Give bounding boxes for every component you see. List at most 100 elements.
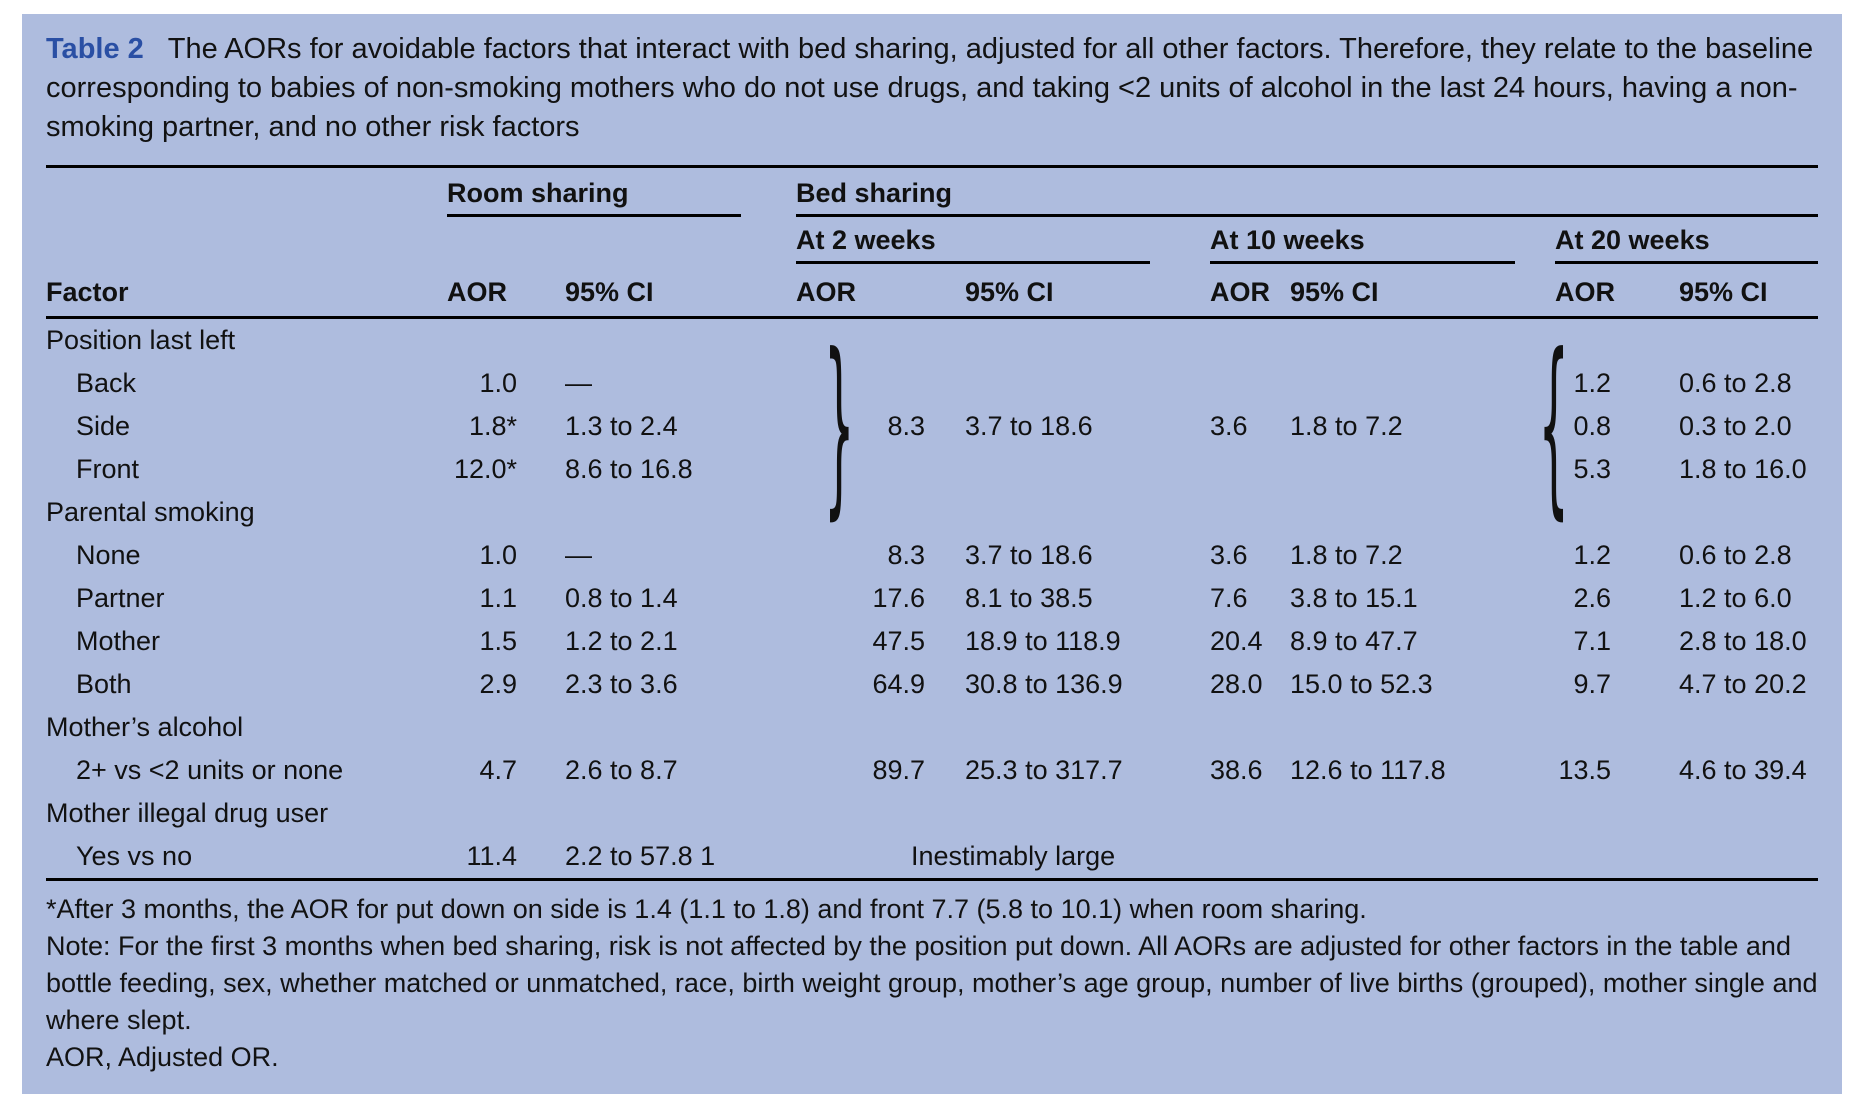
factor-label: Both — [76, 669, 132, 699]
footnote-note: Note: For the first 3 months when bed sh… — [46, 931, 1818, 1035]
left-brace: { — [1538, 314, 1570, 539]
bed10-ci-value: 15.0 to 52.3 — [1290, 669, 1433, 699]
bed2-ci-value: 3.7 to 18.6 — [965, 411, 1093, 441]
room-ci-value: 1.3 to 2.4 — [565, 411, 678, 441]
section-label: Mother’s alcohol — [46, 712, 244, 742]
room-aor-value: 12.0* — [453, 454, 517, 484]
section-row: Position last left — [46, 318, 1818, 363]
column-header-row: Factor AOR 95% CI AOR 95% CI AOR 95% CI … — [46, 264, 1819, 319]
bed10-aor-value: 28.0 — [1210, 669, 1263, 699]
bed-sharing-note: Inestimably large — [796, 835, 1819, 881]
bed10-aor-value: 7.6 — [1210, 583, 1248, 613]
room-aor-value: 1.8* — [468, 411, 517, 441]
bed10-ci-value: 3.8 to 15.1 — [1290, 583, 1418, 613]
section-row: Mother’s alcohol — [46, 706, 1818, 749]
room-ci-value: 2.6 to 8.7 — [565, 755, 678, 785]
room-ci-column-header: 95% CI — [565, 264, 797, 319]
room-ci-value: — — [565, 368, 592, 398]
bed20-ci-value: 1.8 to 16.0 — [1679, 454, 1807, 484]
bed2-ci-value: 30.8 to 136.9 — [965, 669, 1123, 699]
section-label: Parental smoking — [46, 497, 255, 527]
room-ci-value: 1.2 to 2.1 — [565, 626, 678, 656]
section-row: Parental smoking — [46, 491, 1818, 534]
room-aor-value: 2.9 — [479, 669, 517, 699]
bed2-aor-value: 89.7 — [872, 755, 926, 785]
table-caption: Table 2 The AORs for avoidable factors th… — [46, 30, 1818, 147]
bed20-ci-value: 4.6 to 39.4 — [1679, 755, 1807, 785]
factor-label: Front — [76, 454, 140, 484]
table-row: None 1.0 — 8.3 3.7 to 18.6 3.6 1.8 to 7.… — [46, 534, 1818, 577]
at-2-weeks-header: At 2 weeks — [796, 225, 1151, 264]
bed20-ci-value: 0.6 to 2.8 — [1679, 368, 1792, 398]
bed20-ci-value: 0.6 to 2.8 — [1679, 540, 1792, 570]
table-row: Partner 1.1 0.8 to 1.4 17.6 8.1 to 38.5 … — [46, 577, 1818, 620]
footnote-asterisk: *After 3 months, the AOR for put down on… — [46, 894, 1367, 924]
table-row: Mother 1.5 1.2 to 2.1 47.5 18.9 to 118.9… — [46, 620, 1818, 663]
room-sharing-header: Room sharing — [447, 178, 742, 217]
spacer-cell — [447, 217, 796, 264]
factor-label: Side — [76, 411, 131, 441]
at-10-weeks-header: At 10 weeks — [1210, 225, 1516, 264]
bed20-aor-value: 5.3 — [1573, 454, 1612, 484]
table-row: Yes vs no 11.4 2.2 to 57.8 1 Inestimably… — [46, 835, 1819, 881]
bed10-aor-value: 3.6 — [1210, 540, 1248, 570]
room-aor-value: 1.5 — [479, 626, 517, 656]
factor-label: Back — [76, 368, 137, 398]
bed20-aor-value: 13.5 — [1558, 755, 1612, 785]
factor-label: Yes vs no — [46, 835, 447, 881]
bed2-ci-value: 8.1 to 38.5 — [965, 583, 1093, 613]
table-row: Back 1.0 — } 8.3 3.7 to 18.6 3.6 1.8 to 7… — [46, 331, 1818, 523]
right-brace: } — [824, 314, 855, 539]
room-ci-value: 2.3 to 3.6 — [565, 669, 678, 699]
bed2-aor-value: 17.6 — [872, 583, 926, 613]
bed20-ci-value: 2.8 to 18.0 — [1679, 626, 1807, 656]
bed20-aor-column-header: AOR — [1555, 264, 1636, 319]
bed10-ci-value: 12.6 to 117.8 — [1290, 755, 1446, 785]
section-label: Mother illegal drug user — [46, 798, 329, 828]
table-panel: Table 2 The AORs for avoidable factors th… — [22, 14, 1842, 1094]
bed20-ci-value: 4.7 to 20.2 — [1679, 669, 1807, 699]
at-20-weeks-header: At 20 weeks — [1555, 225, 1819, 264]
bed10-aor-column-header: AOR — [1210, 264, 1291, 319]
factor-column-header: Factor — [46, 264, 447, 319]
bed10-aor-value: 3.6 — [1210, 411, 1248, 441]
table-row: 2+ vs <2 units or none 4.7 2.6 to 8.7 89… — [46, 749, 1818, 792]
bed20-aor-value: 1.2 — [1573, 540, 1612, 570]
footnote-abbreviation: AOR, Adjusted OR. — [46, 1042, 279, 1072]
bed20-aor-value: 0.8 — [1573, 411, 1612, 441]
bed2-aor-value: 47.5 — [872, 626, 926, 656]
bed2-ci-value: 25.3 to 317.7 — [965, 755, 1123, 785]
bed10-ci-value: 1.8 to 7.2 — [1290, 540, 1403, 570]
bed20-ci-column-header: 95% CI — [1635, 264, 1819, 319]
bed2-aor-value: 8.3 — [887, 540, 926, 570]
bed2-ci-column-header: 95% CI — [965, 264, 1211, 319]
room-ci-value: 2.2 to 57.8 1 — [565, 835, 797, 881]
room-aor-value: 11.4 — [447, 835, 565, 881]
table-row: Front 12.0* 8.6 to 16.8 5.3 1.8 to 16.0 — [46, 448, 1818, 491]
bed10-aor-value: 20.4 — [1210, 626, 1263, 656]
bed2-aor-value: } 8.3 — [824, 314, 926, 539]
section-label: Position last left — [46, 325, 236, 355]
room-ci-value: 8.6 to 16.8 — [565, 454, 693, 484]
bed-sharing-header: Bed sharing — [796, 178, 1819, 217]
bed10-aor-value: 38.6 — [1210, 755, 1263, 785]
section-row: Mother illegal drug user — [46, 792, 1818, 835]
bed2-aor-value: 64.9 — [872, 669, 926, 699]
group-header-row: Room sharing Bed sharing — [46, 165, 1819, 217]
room-ci-value: — — [565, 540, 592, 570]
aor-table: Room sharing Bed sharing At 2 weeks At 1… — [46, 165, 1819, 881]
room-aor-value: 1.0 — [479, 540, 517, 570]
footnotes: *After 3 months, the AOR for put down on… — [46, 891, 1818, 1076]
room-aor-value: 4.7 — [479, 755, 517, 785]
spacer-cell — [46, 217, 447, 264]
factor-label: Mother — [76, 626, 161, 656]
room-aor-column-header: AOR — [447, 264, 565, 319]
bed10-ci-value: 8.9 to 47.7 — [1290, 626, 1418, 656]
room-ci-value: 0.8 to 1.4 — [565, 583, 678, 613]
table-number-label: Table 2 — [46, 33, 144, 65]
bed20-aor-value: 7.1 — [1573, 626, 1612, 656]
bed20-aor-value: 2.6 — [1573, 583, 1612, 613]
factor-label: None — [76, 540, 141, 570]
bed20-aor-value: 9.7 — [1573, 669, 1612, 699]
bed2-ci-value: 3.7 to 18.6 — [965, 540, 1093, 570]
